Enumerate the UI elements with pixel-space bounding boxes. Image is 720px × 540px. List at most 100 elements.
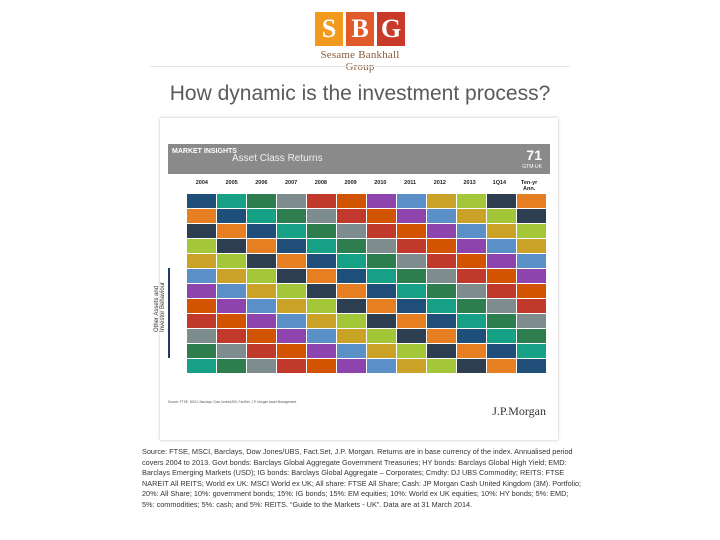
grid-cell: [487, 299, 516, 313]
grid-cell: [457, 299, 486, 313]
grid-cell: [307, 299, 336, 313]
grid-cell: [187, 344, 216, 358]
grid-cell: [187, 299, 216, 313]
grid-cell: [517, 224, 546, 238]
grid-cell: [187, 239, 216, 253]
grid-cell: [457, 254, 486, 268]
grid-cell: [217, 209, 246, 223]
grid-cell: [337, 329, 366, 343]
grid-cell: [187, 329, 216, 343]
grid-cell: [427, 194, 456, 208]
grid-cell: [277, 299, 306, 313]
grid-cell: [217, 329, 246, 343]
grid-cell: [217, 314, 246, 328]
grid-cell: [367, 224, 396, 238]
grid-cell: [517, 194, 546, 208]
grid-cell: [427, 239, 456, 253]
grid-cell: [307, 194, 336, 208]
grid-cell: [277, 359, 306, 373]
grid-cell: [517, 254, 546, 268]
grid-cell: [307, 239, 336, 253]
year-header-cell: 2005: [225, 180, 238, 186]
grid-cell: [247, 239, 276, 253]
year-header-cell: 2006: [255, 180, 268, 186]
grid-cell: [367, 254, 396, 268]
grid-cell: [517, 269, 546, 283]
grid-cell: [337, 314, 366, 328]
grid-cell: [247, 284, 276, 298]
year-header-cell: 2007: [285, 180, 298, 186]
grid-cell: [247, 209, 276, 223]
grid-cell: [337, 269, 366, 283]
grid-cell: [247, 344, 276, 358]
year-header-cell: 2011: [404, 180, 417, 186]
grid-cell: [217, 269, 246, 283]
grid-cell: [367, 239, 396, 253]
grid-cell: [247, 329, 276, 343]
grid-cell: [457, 344, 486, 358]
embedded-chart-image: MARKET INSIGHTS Asset Class Returns 71 G…: [154, 118, 558, 440]
logo-letter-g: G: [377, 12, 405, 46]
grid-cell: [307, 254, 336, 268]
year-header-cell: Ten-yr Ann.: [520, 180, 538, 192]
grid-cell: [217, 344, 246, 358]
grid-cell: [247, 254, 276, 268]
chart-footnote: Source: FTSE, MSCI, Barclays, Dow Jones/…: [168, 400, 298, 404]
grid-cell: [187, 254, 216, 268]
grid-cell: [217, 284, 246, 298]
year-header-cell: 2009: [344, 180, 357, 186]
grid-cell: [217, 359, 246, 373]
grid-cell: [517, 284, 546, 298]
grid-cell: [487, 269, 516, 283]
grid-cell: [247, 194, 276, 208]
grid-cell: [487, 254, 516, 268]
grid-cell: [247, 359, 276, 373]
source-note: Source: FTSE, MSCI, Barclays, Dow Jones/…: [142, 447, 582, 509]
page-number: 71: [526, 147, 542, 163]
grid-cell: [337, 344, 366, 358]
logo-company-name: Sesame Bankhall Group: [320, 49, 400, 73]
grid-cell: [487, 194, 516, 208]
market-insights-label: MARKET INSIGHTS: [172, 148, 237, 155]
grid-cell: [307, 224, 336, 238]
grid-cell: [457, 194, 486, 208]
chart-header: MARKET INSIGHTS Asset Class Returns 71 G…: [168, 144, 550, 174]
grid-cell: [427, 359, 456, 373]
company-logo: S B G Sesame Bankhall Group: [312, 12, 408, 73]
grid-cell: [277, 209, 306, 223]
grid-cell: [397, 344, 426, 358]
grid-cell: [277, 194, 306, 208]
grid-cell: [307, 314, 336, 328]
page-code: GTM-UK: [522, 164, 542, 170]
grid-cell: [457, 209, 486, 223]
grid-cell: [397, 239, 426, 253]
year-header-cell: 2012: [433, 180, 446, 186]
grid-cell: [367, 329, 396, 343]
grid-cell: [187, 359, 216, 373]
grid-cell: [277, 269, 306, 283]
grid-cell: [427, 314, 456, 328]
grid-cell: [217, 194, 246, 208]
grid-cell: [517, 239, 546, 253]
grid-cell: [217, 254, 246, 268]
grid-cell: [247, 224, 276, 238]
side-section-label: Other Assets and Investor Behaviour: [154, 281, 166, 332]
chart-title: Asset Class Returns: [232, 153, 323, 164]
grid-cell: [487, 239, 516, 253]
grid-cell: [307, 209, 336, 223]
grid-cell: [397, 314, 426, 328]
grid-cell: [487, 359, 516, 373]
grid-cell: [457, 329, 486, 343]
grid-cell: [487, 284, 516, 298]
returns-grid: [187, 194, 546, 373]
grid-cell: [187, 314, 216, 328]
year-header-cell: 1Q14: [492, 180, 507, 186]
grid-cell: [367, 359, 396, 373]
grid-cell: [457, 224, 486, 238]
grid-cell: [277, 224, 306, 238]
grid-cell: [397, 284, 426, 298]
grid-cell: [307, 344, 336, 358]
grid-cell: [337, 254, 366, 268]
grid-cell: [247, 269, 276, 283]
grid-cell: [427, 284, 456, 298]
